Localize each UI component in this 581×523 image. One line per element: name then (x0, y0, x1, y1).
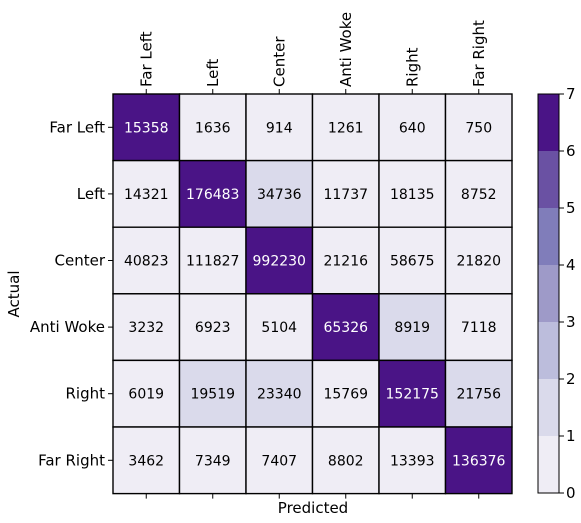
cell-value-label: 750 (465, 120, 492, 136)
y-tick-label: Right (66, 385, 106, 403)
colorbar-tick-label: 1 (566, 427, 576, 445)
cell-value-label: 7407 (261, 453, 297, 469)
cell-value-label: 914 (266, 120, 293, 136)
colorbar-segment (538, 151, 559, 208)
cell-value-label: 7349 (195, 453, 231, 469)
cell-value-label: 8752 (461, 187, 497, 203)
colorbar-tick-label: 4 (566, 256, 576, 274)
y-tick-label: Anti Woke (30, 318, 105, 336)
heatmap-cell (444, 93, 513, 162)
colorbar-tick-label: 0 (566, 484, 576, 502)
cell-value-label: 8919 (394, 320, 430, 336)
heatmap-cell (112, 426, 181, 495)
cell-value-label: 640 (399, 120, 426, 136)
heatmap-cell (378, 359, 447, 428)
colorbar-frame (537, 93, 560, 494)
heatmap-cell (178, 93, 247, 162)
heatmap-cell (378, 226, 447, 295)
cell-value-label: 5104 (261, 320, 297, 336)
cell-value-label: 23340 (257, 387, 302, 403)
cell-value-label: 3232 (128, 320, 164, 336)
y-tick-label: Center (55, 252, 106, 270)
cell-value-label: 21216 (323, 254, 368, 270)
cell-value-label: 19519 (190, 387, 235, 403)
cell-value-label: 15358 (124, 120, 169, 136)
cell-value-label: 1636 (195, 120, 231, 136)
colorbar-tick-label: 6 (566, 142, 576, 160)
colorbar-segment (538, 436, 559, 493)
colorbar-tick-label: 5 (566, 199, 576, 217)
heatmap-cell (112, 293, 181, 362)
x-axis-label: Predicted (278, 499, 348, 517)
heatmap-cell (112, 93, 181, 162)
cell-value-label: 58675 (390, 254, 435, 270)
cell-value-label: 136376 (452, 453, 506, 469)
y-tick-label: Far Left (49, 118, 105, 136)
colorbar-ticks: 0 1 2 3 4 5 6 7 (559, 85, 576, 502)
cell-value-label: 6923 (195, 320, 231, 336)
cell-value-label: 21820 (456, 254, 501, 270)
x-tick-label: Center (270, 36, 288, 87)
cell-value-label: 176483 (186, 187, 239, 203)
y-axis-ticks: Far Left Left Center Anti Woke Right Far Righ… (30, 118, 113, 469)
cell-value-label: 6019 (128, 387, 164, 403)
colorbar-segment (538, 322, 559, 379)
cell-value-labels: 15358 1636 914 1261 640 750 14321 176483 34736 11… (124, 120, 506, 469)
y-tick-label: Far Right (38, 451, 105, 469)
heatmap-cells (112, 93, 513, 495)
heatmap-cell (444, 426, 513, 495)
cell-value-label: 40823 (124, 254, 169, 270)
heatmap-cell (178, 159, 247, 228)
colorbar-segment (538, 208, 559, 265)
x-tick-label: Anti Woke (337, 12, 355, 87)
heatmap-cell (178, 293, 247, 362)
heatmap-cell (444, 293, 513, 362)
cell-value-label: 65326 (323, 320, 368, 336)
heatmap-cell (444, 159, 513, 228)
colorbar-tick-label: 7 (566, 85, 576, 103)
heatmap-cell (311, 159, 380, 228)
x-tick-label: Left (204, 59, 222, 87)
colorbar-segment (538, 379, 559, 436)
x-tick-label: Far Left (137, 31, 155, 87)
colorbar-segment (538, 94, 559, 151)
cell-value-label: 7118 (461, 320, 497, 336)
heatmap-cell (311, 293, 380, 362)
y-tick-label: Left (77, 185, 105, 203)
colorbar-tick-label: 3 (566, 313, 576, 331)
x-axis-ticks: Far Left Left Center Anti Woke Right Far Righ… (137, 12, 488, 499)
cell-value-label: 3462 (128, 453, 164, 469)
heatmap-cell (245, 359, 314, 428)
cell-value-label: 1261 (328, 120, 364, 136)
colorbar (537, 93, 560, 494)
cell-value-label: 14321 (124, 187, 169, 203)
heatmap-cell (444, 359, 513, 428)
colorbar-segment (538, 265, 559, 322)
heatmap-cell (311, 226, 380, 295)
cell-value-label: 152175 (386, 387, 439, 403)
heatmap-cell (378, 293, 447, 362)
heatmap-cell (444, 226, 513, 295)
cell-value-label: 8802 (328, 453, 364, 469)
cell-value-label: 15769 (323, 387, 368, 403)
y-axis-label: Actual (5, 271, 23, 318)
heatmap-cell (311, 359, 380, 428)
cell-value-label: 34736 (257, 187, 302, 203)
heatmap-cell (245, 293, 314, 362)
x-tick-label: Far Right (470, 20, 488, 87)
colorbar-tick-label: 2 (566, 370, 576, 388)
heatmap-cell (178, 226, 247, 295)
cell-value-label: 18135 (390, 187, 435, 203)
cell-value-label: 21756 (456, 387, 501, 403)
cell-value-label: 111827 (186, 254, 239, 270)
cell-value-label: 13393 (390, 453, 435, 469)
cell-value-label: 11737 (323, 187, 368, 203)
cell-value-label: 992230 (253, 254, 306, 270)
x-tick-label: Right (403, 47, 421, 87)
